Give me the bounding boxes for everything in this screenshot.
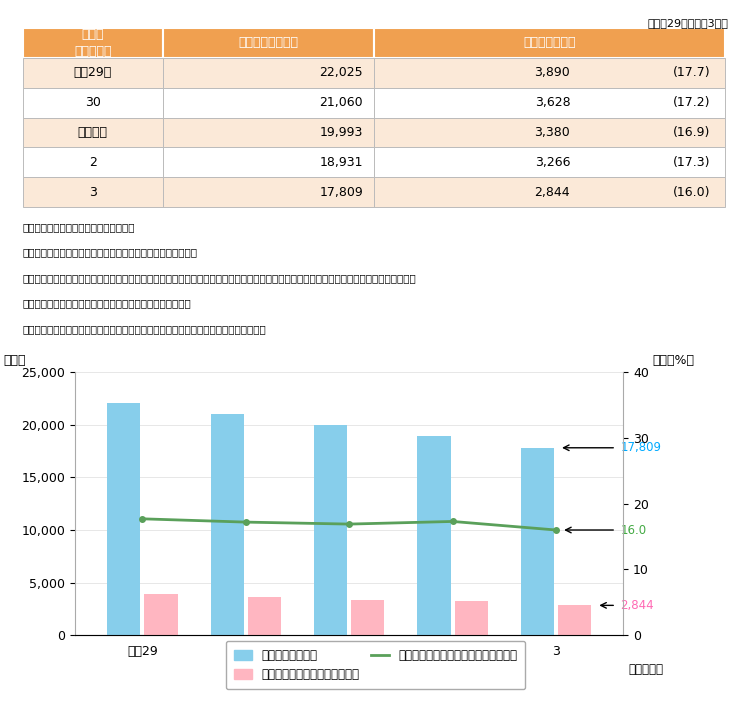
Bar xyxy=(374,58,725,88)
Bar xyxy=(163,58,374,88)
Bar xyxy=(23,58,163,88)
Bar xyxy=(23,177,163,207)
Bar xyxy=(163,88,374,117)
Text: 刑務所出所者総数: 刑務所出所者総数 xyxy=(238,37,298,50)
Bar xyxy=(248,597,281,635)
Bar xyxy=(374,28,725,58)
Bar xyxy=(521,448,554,635)
Bar xyxy=(374,147,725,177)
Text: 18,931: 18,931 xyxy=(320,156,363,169)
Bar xyxy=(23,28,163,58)
Text: 3,628: 3,628 xyxy=(535,96,570,110)
Bar xyxy=(558,605,591,635)
Text: 3,890: 3,890 xyxy=(535,66,570,79)
Bar xyxy=(163,28,374,58)
Text: 3: 3 xyxy=(89,185,97,199)
Bar xyxy=(163,147,374,177)
Text: 2,844: 2,844 xyxy=(535,185,570,199)
Text: 帰住先がない者: 帰住先がない者 xyxy=(523,37,575,50)
Text: 平成29年: 平成29年 xyxy=(74,66,112,79)
Text: 2: 2 xyxy=(89,156,97,169)
Text: 令和元年: 令和元年 xyxy=(78,126,107,139)
Bar xyxy=(107,404,140,635)
Text: 16.0: 16.0 xyxy=(620,524,647,536)
Text: (17.7): (17.7) xyxy=(673,66,710,79)
Bar xyxy=(374,88,725,117)
Bar xyxy=(314,425,347,635)
Bar xyxy=(23,147,163,177)
Text: 年　次
（出所年）: 年 次 （出所年） xyxy=(74,28,111,58)
Bar xyxy=(23,117,163,147)
Bar xyxy=(144,595,177,635)
Text: ３　「帰住先がない者」は、健全な社会生活を営む上で適切な帰住先を確保できないまま刑期が終了した満期釈放者をいい、帰住先が不: ３ 「帰住先がない者」は、健全な社会生活を営む上で適切な帰住先を確保できないまま… xyxy=(23,273,416,283)
Text: 3,266: 3,266 xyxy=(535,156,570,169)
Bar xyxy=(23,88,163,117)
Legend: 刑務所出所者総数, 刑務所出所時に帰住先がない者, 刑務所出所時に帰住先がない者の割合: 刑務所出所者総数, 刑務所出所時に帰住先がない者, 刑務所出所時に帰住先がない者… xyxy=(226,641,525,689)
Bar xyxy=(351,600,385,635)
Text: 割合（%）: 割合（%） xyxy=(653,354,695,366)
Bar xyxy=(210,413,244,635)
Text: (16.9): (16.9) xyxy=(674,126,710,139)
Text: (17.3): (17.3) xyxy=(673,156,710,169)
Text: 19,993: 19,993 xyxy=(320,126,363,139)
Text: ４　（　）内は、各年の刑務所出所者総数に占める帰住先がない者の割合である。: ４ （ ）内は、各年の刑務所出所者総数に占める帰住先がない者の割合である。 xyxy=(23,324,267,334)
Text: 17,809: 17,809 xyxy=(319,185,363,199)
Text: ２　「帰住先」は、刑事施設を出所後に住む場所である。: ２ 「帰住先」は、刑事施設を出所後に住む場所である。 xyxy=(23,247,198,258)
Text: （平成29年～令和3年）: （平成29年～令和3年） xyxy=(647,18,728,28)
Bar xyxy=(163,177,374,207)
Text: 30: 30 xyxy=(85,96,101,110)
Text: 21,060: 21,060 xyxy=(319,96,363,110)
Text: 2,844: 2,844 xyxy=(620,599,654,612)
Bar xyxy=(418,436,451,635)
Text: 年次（年）: 年次（年） xyxy=(629,663,663,676)
Text: 3,380: 3,380 xyxy=(535,126,570,139)
Bar xyxy=(454,601,488,635)
Text: 注　１　法務省・矯正統計年報による。: 注 １ 法務省・矯正統計年報による。 xyxy=(23,222,135,232)
Bar xyxy=(163,117,374,147)
Text: 22,025: 22,025 xyxy=(319,66,363,79)
Text: 明の者や暴力団関係者のもとである者などを含む。: 明の者や暴力団関係者のもとである者などを含む。 xyxy=(23,298,192,308)
Text: (17.2): (17.2) xyxy=(673,96,710,110)
Text: 17,809: 17,809 xyxy=(620,442,661,454)
Text: （人）: （人） xyxy=(4,354,26,366)
Bar xyxy=(374,177,725,207)
Text: (16.0): (16.0) xyxy=(673,185,710,199)
Bar xyxy=(374,117,725,147)
